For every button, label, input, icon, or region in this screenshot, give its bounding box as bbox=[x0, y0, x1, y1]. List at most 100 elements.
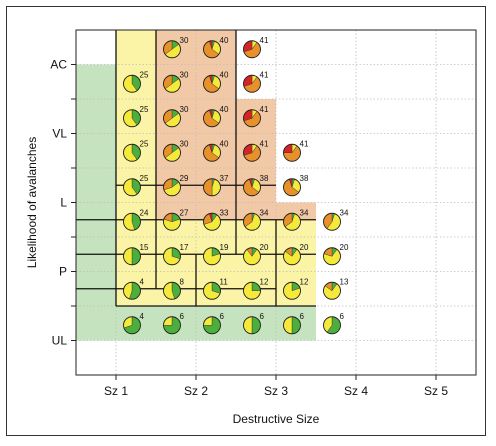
pie-count-label: 20 bbox=[260, 243, 269, 252]
pie-outline bbox=[243, 109, 261, 128]
zone-bg_green-0 bbox=[76, 64, 116, 341]
pie-count-label: 4 bbox=[140, 277, 145, 286]
pie-cell: 41 bbox=[243, 139, 269, 162]
pies-layer: 4 6 6 6 6 6 4 8 11 12 12 13 15 17 19 20 20 20 24 27 33 34 34 34… bbox=[123, 36, 349, 335]
pie-count-label: 6 bbox=[300, 312, 305, 321]
pie-count-label: 40 bbox=[220, 70, 229, 79]
pie-cell: 24 bbox=[123, 208, 149, 231]
pie-count-label: 34 bbox=[260, 208, 269, 217]
pie-count-label: 30 bbox=[180, 139, 189, 148]
pie-outline bbox=[283, 316, 301, 335]
pie-cell: 6 bbox=[203, 312, 225, 335]
pie-count-label: 17 bbox=[180, 243, 189, 252]
pie-count-label: 30 bbox=[180, 105, 189, 114]
pie-count-label: 20 bbox=[300, 243, 309, 252]
pie-cell: 6 bbox=[163, 312, 185, 335]
pie-count-label: 4 bbox=[140, 312, 145, 321]
pie-count-label: 38 bbox=[300, 174, 309, 183]
pie-cell: 41 bbox=[243, 105, 269, 128]
pie-count-label: 40 bbox=[220, 139, 229, 148]
pie-count-label: 41 bbox=[300, 139, 309, 148]
pie-outline bbox=[283, 247, 301, 266]
pie-outline bbox=[163, 74, 181, 93]
pie-count-label: 34 bbox=[300, 208, 309, 217]
y-tick-label: L bbox=[60, 196, 67, 210]
pie-cell: 37 bbox=[203, 174, 229, 197]
pie-cell: 25 bbox=[123, 70, 149, 93]
y-axis: UL P L VL AC bbox=[50, 58, 76, 348]
pie-cell: 6 bbox=[243, 312, 265, 335]
pie-cell: 6 bbox=[323, 312, 345, 335]
pie-count-label: 6 bbox=[180, 312, 185, 321]
pie-cell: 12 bbox=[283, 277, 309, 300]
pie-count-label: 8 bbox=[180, 277, 185, 286]
pie-outline bbox=[283, 212, 301, 231]
pie-outline bbox=[163, 316, 181, 335]
borders-layer bbox=[76, 30, 316, 307]
pie-count-label: 40 bbox=[220, 105, 229, 114]
x-tick-label: Sz 5 bbox=[424, 384, 448, 398]
pie-outline bbox=[243, 74, 261, 93]
pie-outline bbox=[243, 178, 261, 197]
pie-count-label: 25 bbox=[140, 174, 149, 183]
pie-cell: 15 bbox=[123, 243, 149, 266]
pie-outline bbox=[203, 316, 221, 335]
pie-cell: 33 bbox=[203, 208, 229, 231]
pie-count-label: 30 bbox=[180, 70, 189, 79]
pie-outline bbox=[203, 74, 221, 93]
pie-outline bbox=[283, 281, 301, 300]
pie-cell: 25 bbox=[123, 105, 149, 128]
pie-outline bbox=[203, 281, 221, 300]
pie-cell: 20 bbox=[323, 243, 349, 266]
pie-outline bbox=[203, 109, 221, 128]
pie-count-label: 25 bbox=[140, 70, 149, 79]
pie-outline bbox=[123, 74, 141, 93]
pie-count-label: 6 bbox=[260, 312, 265, 321]
pie-count-label: 24 bbox=[140, 208, 149, 217]
pie-count-label: 33 bbox=[220, 208, 229, 217]
pie-cell: 30 bbox=[163, 36, 189, 59]
pie-cell: 41 bbox=[243, 36, 269, 59]
pie-outline bbox=[203, 178, 221, 197]
pie-cell: 40 bbox=[203, 139, 229, 162]
pie-count-label: 40 bbox=[220, 36, 229, 45]
pie-outline bbox=[243, 281, 261, 300]
pie-cell: 34 bbox=[323, 208, 349, 231]
pie-cell: 27 bbox=[163, 208, 189, 231]
pie-outline bbox=[203, 40, 221, 59]
pie-outline bbox=[123, 212, 141, 231]
pie-outline bbox=[203, 247, 221, 266]
pie-cell: 17 bbox=[163, 243, 189, 266]
pie-outline bbox=[323, 281, 341, 300]
y-tick-label: P bbox=[59, 265, 67, 279]
pie-outline bbox=[163, 109, 181, 128]
pie-cell: 41 bbox=[283, 139, 309, 162]
pie-count-label: 19 bbox=[220, 243, 229, 252]
pie-outline bbox=[323, 212, 341, 231]
pie-cell: 30 bbox=[163, 70, 189, 93]
x-tick-label: Sz 4 bbox=[344, 384, 368, 398]
pie-outline bbox=[123, 178, 141, 197]
pie-cell: 12 bbox=[243, 277, 269, 300]
pie-cell: 40 bbox=[203, 105, 229, 128]
pie-outline bbox=[163, 281, 181, 300]
pie-count-label: 6 bbox=[340, 312, 345, 321]
pie-count-label: 15 bbox=[140, 243, 149, 252]
pie-outline bbox=[243, 212, 261, 231]
pie-cell: 41 bbox=[243, 70, 269, 93]
pie-count-label: 25 bbox=[140, 139, 149, 148]
pie-cell: 20 bbox=[283, 243, 309, 266]
pie-outline bbox=[203, 143, 221, 162]
pie-count-label: 41 bbox=[260, 70, 269, 79]
pie-cell: 25 bbox=[123, 174, 149, 197]
pie-count-label: 27 bbox=[180, 208, 189, 217]
pie-cell: 11 bbox=[203, 277, 228, 300]
x-tick-label: Sz 1 bbox=[104, 384, 128, 398]
pie-outline bbox=[123, 109, 141, 128]
pie-count-label: 20 bbox=[340, 243, 349, 252]
pie-count-label: 12 bbox=[260, 277, 269, 286]
y-tick-label: VL bbox=[52, 127, 67, 141]
pie-outline bbox=[123, 247, 141, 266]
pie-cell: 20 bbox=[243, 243, 269, 266]
pie-outline bbox=[283, 143, 301, 162]
